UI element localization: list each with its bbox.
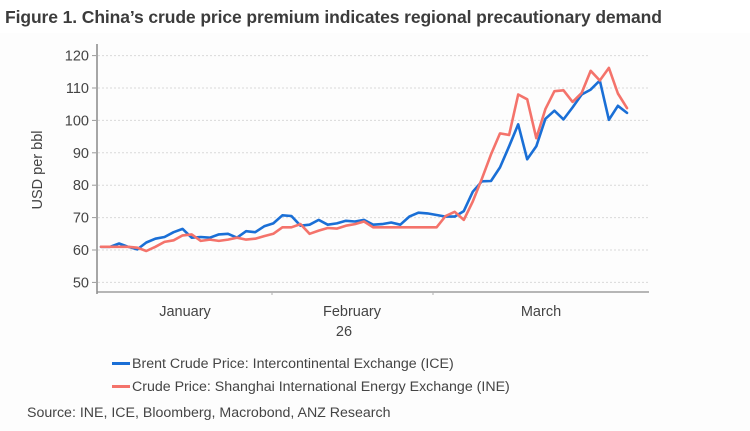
- y-tick-label: 90: [73, 146, 89, 162]
- legend-swatch-brent: [112, 362, 130, 365]
- y-tick-label: 70: [73, 211, 89, 227]
- y-axis-label: USD per bbl: [30, 131, 46, 210]
- legend-label-ine: Crude Price: Shanghai International Ener…: [132, 378, 510, 395]
- y-tick-label: 100: [65, 113, 89, 129]
- x-tick-label: March: [521, 304, 561, 320]
- y-tick-label: 60: [73, 243, 89, 259]
- x-tick-label: February: [323, 304, 382, 320]
- legend-label-brent: Brent Crude Price: Intercontinental Exch…: [132, 355, 454, 372]
- legend-item-brent: Brent Crude Price: Intercontinental Exch…: [112, 352, 510, 375]
- y-tick-label: 110: [66, 81, 89, 97]
- y-tick-label: 120: [65, 49, 89, 65]
- x-year-label: 26: [336, 324, 352, 340]
- y-tick-label: 80: [73, 178, 89, 194]
- legend: Brent Crude Price: Intercontinental Exch…: [112, 352, 510, 398]
- series-line-ine: [99, 66, 629, 253]
- figure-title: Figure 1. China’s crude price premium in…: [5, 7, 662, 27]
- y-tick-label: 50: [73, 275, 89, 291]
- x-tick-label: January: [159, 304, 211, 320]
- source-note: Source: INE, ICE, Bloomberg, Macrobond, …: [27, 405, 391, 421]
- legend-swatch-ine: [112, 385, 130, 388]
- legend-item-ine: Crude Price: Shanghai International Ener…: [112, 375, 510, 398]
